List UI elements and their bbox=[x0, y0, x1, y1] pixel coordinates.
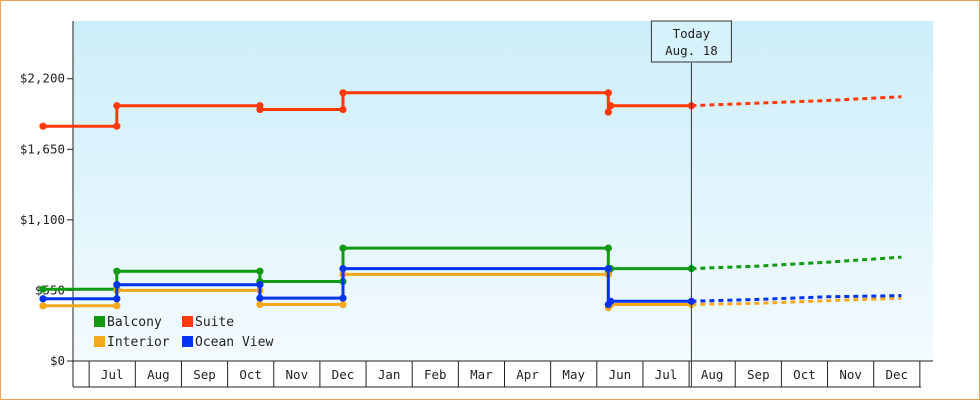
data-point bbox=[604, 244, 612, 252]
x-tick-label: Aug bbox=[147, 367, 170, 382]
data-point bbox=[256, 267, 264, 275]
y-tick-label: $2,200 bbox=[20, 71, 65, 86]
today-date: Aug. 18 bbox=[665, 43, 718, 58]
data-point bbox=[256, 105, 264, 114]
x-tick-label: Dec bbox=[885, 367, 908, 382]
data-point bbox=[339, 244, 347, 252]
x-tick-label: Nov bbox=[286, 367, 309, 382]
x-tick-label: Sep bbox=[193, 367, 216, 382]
legend-swatch bbox=[94, 336, 105, 347]
data-point bbox=[256, 294, 264, 302]
series-line-forecast bbox=[691, 95, 902, 108]
plot-background bbox=[73, 21, 933, 361]
x-tick-label: Sep bbox=[747, 367, 770, 382]
today-label: Today bbox=[673, 26, 711, 41]
data-point bbox=[113, 295, 121, 303]
y-tick-label: $1,650 bbox=[20, 141, 65, 156]
data-point bbox=[113, 102, 121, 110]
x-tick-label: Nov bbox=[839, 367, 862, 382]
series-ocean-view bbox=[39, 265, 902, 309]
data-point bbox=[607, 102, 615, 110]
data-point bbox=[339, 89, 347, 97]
data-point bbox=[113, 281, 121, 289]
legend-label: Interior bbox=[107, 335, 170, 350]
x-tick-label: Jun bbox=[609, 367, 632, 382]
legend-label: Suite bbox=[195, 315, 234, 330]
legend-label: Balcony bbox=[107, 315, 162, 330]
series-line-forecast bbox=[691, 255, 902, 271]
y-tick-label: $0 bbox=[50, 353, 65, 368]
data-point bbox=[607, 297, 615, 305]
data-point bbox=[39, 285, 47, 293]
y-tick-label: $1,100 bbox=[20, 212, 65, 227]
series-suite bbox=[39, 89, 902, 130]
data-point bbox=[113, 267, 121, 275]
x-tick-label: Oct bbox=[793, 367, 816, 382]
data-point bbox=[39, 302, 47, 310]
x-tick-label: Mar bbox=[470, 367, 493, 382]
data-point bbox=[604, 108, 612, 116]
data-point bbox=[339, 300, 347, 309]
series-line-forecast bbox=[691, 296, 902, 306]
data-point bbox=[256, 300, 264, 309]
data-point bbox=[113, 302, 121, 310]
legend-swatch bbox=[94, 316, 105, 327]
x-tick-label: May bbox=[562, 367, 585, 382]
x-tick-label: Oct bbox=[239, 367, 262, 382]
x-tick-label: Jul bbox=[101, 367, 124, 382]
data-point bbox=[339, 265, 347, 273]
data-point bbox=[113, 122, 121, 130]
x-tick-label: Jan bbox=[378, 367, 401, 382]
x-tick-label: Apr bbox=[516, 367, 539, 382]
data-point bbox=[604, 89, 612, 97]
data-point bbox=[39, 295, 47, 303]
data-point bbox=[256, 281, 264, 289]
series-line-forecast bbox=[691, 294, 902, 303]
x-tick-label: Feb bbox=[424, 367, 447, 382]
legend-label: Ocean View bbox=[195, 335, 273, 350]
x-tick-label: Dec bbox=[332, 367, 355, 382]
x-tick-label: Aug bbox=[701, 367, 724, 382]
legend-swatch bbox=[182, 316, 193, 327]
data-point bbox=[604, 265, 612, 273]
today-box bbox=[650, 20, 732, 63]
data-point bbox=[339, 294, 347, 302]
data-point bbox=[39, 122, 47, 130]
data-point bbox=[339, 105, 347, 114]
legend-swatch bbox=[182, 336, 193, 347]
x-tick-label: Jul bbox=[655, 367, 678, 382]
